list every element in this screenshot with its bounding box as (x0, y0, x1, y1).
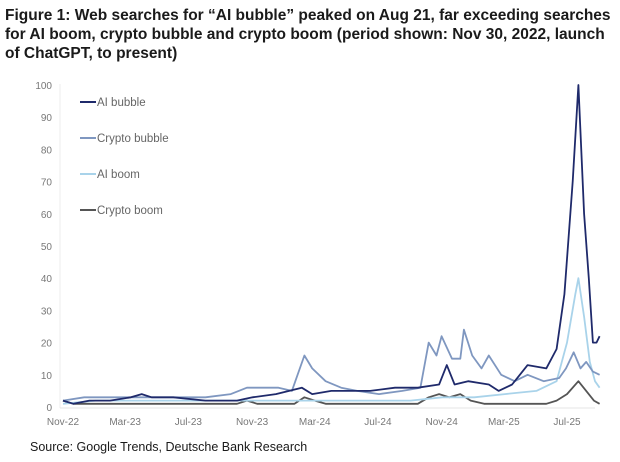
x-tick-label: Nov-24 (426, 417, 459, 428)
x-tick-label: Mar-23 (109, 417, 141, 428)
series-line-ai-boom (62, 277, 601, 405)
x-tick-label: Nov-23 (236, 417, 269, 428)
chart-source: Source: Google Trends, Deutsche Bank Res… (30, 440, 308, 454)
y-tick-label: 50 (41, 242, 53, 253)
x-tick-label: Nov-22 (47, 417, 80, 428)
y-tick-label: 0 (46, 403, 52, 414)
y-tick-label: 80 (41, 145, 53, 156)
y-tick-label: 10 (41, 371, 53, 382)
legend-label: Crypto boom (97, 205, 163, 217)
x-tick-label: Mar-25 (488, 417, 520, 428)
y-tick-label: 60 (41, 210, 53, 221)
y-tick-label: 70 (41, 178, 53, 189)
y-tick-label: 40 (41, 274, 53, 285)
y-tick-label: 20 (41, 339, 53, 350)
legend-label: Crypto bubble (97, 133, 169, 145)
x-tick-label: Jul-25 (553, 417, 581, 428)
legend-label: AI bubble (97, 97, 146, 109)
y-tick-label: 100 (35, 81, 52, 92)
chart-title: Figure 1: Web searches for “AI bubble” p… (5, 7, 611, 62)
series-line-crypto-bubble (62, 328, 600, 402)
y-tick-label: 90 (41, 113, 53, 124)
y-tick-label: 30 (41, 306, 53, 317)
x-tick-label: Mar-24 (299, 417, 331, 428)
legend-label: AI boom (97, 169, 140, 181)
x-tick-label: Jul-23 (175, 417, 203, 428)
series-line-ai-bubble (62, 84, 601, 405)
x-tick-label: Jul-24 (364, 417, 392, 428)
